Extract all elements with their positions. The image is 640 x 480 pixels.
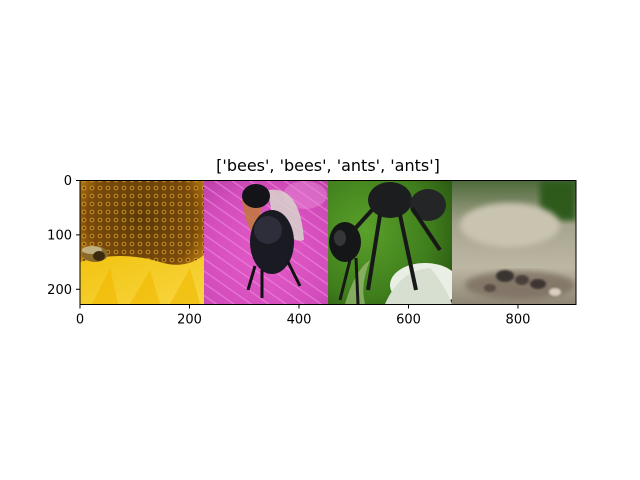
axes-frame [79,180,577,305]
x-tick-label: 400 [287,313,312,328]
x-tick-label: 0 [76,313,84,328]
y-tick-label: 0 [64,174,72,189]
y-axis: 0 100 200 [47,174,80,298]
ant-ground-photo [452,180,576,305]
x-tick-label: 800 [506,313,531,328]
bumblebee-thistle-photo [204,180,328,305]
x-axis: 0 200 400 600 800 [76,304,531,328]
image-grid [80,180,576,305]
x-tick-label: 200 [177,313,202,328]
black-ant-photo [328,180,460,305]
y-tick-label: 200 [47,283,72,298]
x-tick-label: 600 [396,313,421,328]
figure-title: ['bees', 'bees', 'ants', 'ants'] [216,156,440,175]
y-tick-label: 100 [47,228,72,243]
sunflower-bee-photo [80,180,204,305]
